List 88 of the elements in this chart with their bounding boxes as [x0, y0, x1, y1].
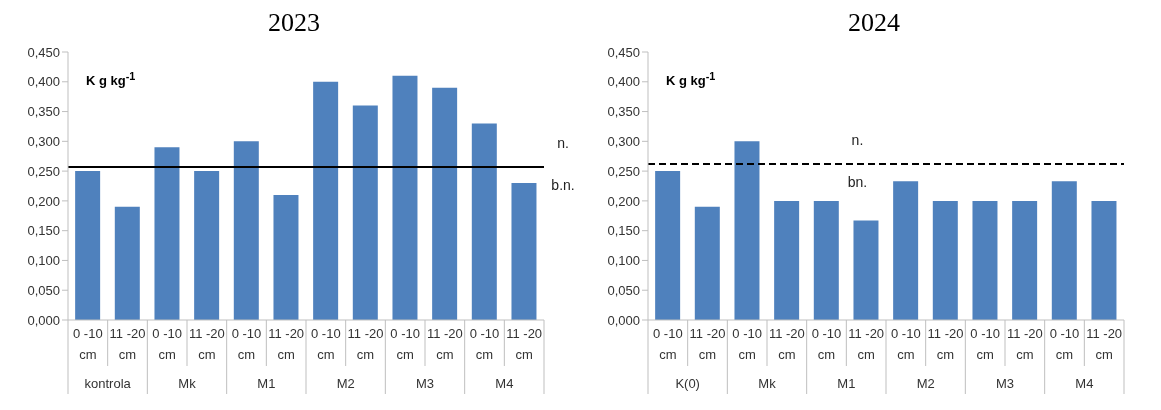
bar	[352, 105, 378, 320]
bar	[114, 206, 140, 320]
bar	[313, 81, 339, 320]
x-tick-label: 11 -20 cm	[268, 326, 305, 362]
y-tick-label: 0,250	[27, 163, 60, 179]
bar	[471, 123, 497, 320]
x-tick-label: 0 -10 cm	[891, 326, 921, 362]
bar	[432, 87, 458, 320]
x-tick-label: 11 -20 cm	[109, 326, 146, 362]
bar	[853, 220, 879, 320]
y-tick-label: 0,300	[27, 133, 60, 149]
text: M3	[415, 376, 435, 391]
x-tick-label: 0 -10 cm	[1049, 326, 1080, 362]
x-tick-label: 0 -10 cm	[970, 326, 1000, 362]
bar	[813, 200, 839, 320]
y-tick-label: 0,450	[607, 44, 640, 60]
bar	[1051, 181, 1077, 320]
x-tick-label: 11 -20 cm	[1006, 326, 1043, 362]
y-tick-label: 0,150	[27, 223, 60, 239]
text: M3	[995, 376, 1015, 391]
x-tick-label: 11 -20 cm	[188, 326, 225, 362]
x-tick-label: 0 -10 cm	[311, 326, 341, 362]
y-tick-label: 0,050	[27, 282, 60, 298]
y-tick-label: 0,250	[607, 163, 640, 179]
x-tick-label: 0 -10 cm	[152, 326, 182, 362]
text: Mk	[178, 376, 197, 391]
x-tick-label: 11 -20 cm	[768, 326, 805, 362]
text: M2	[916, 376, 935, 391]
bar	[932, 200, 958, 320]
x-tick-label: 0 -10 cm	[653, 326, 683, 362]
y-tick-label: 0,300	[607, 133, 640, 149]
x-tick-label: 11 -20 cm	[927, 326, 964, 362]
y-tick-label: 0,050	[607, 282, 640, 298]
x-tick-label: 11 -20 cm	[426, 326, 463, 362]
text: b.n.	[551, 176, 575, 193]
bar	[194, 171, 220, 320]
y-tick-label: 0,400	[27, 74, 60, 90]
x-tick-label: 0 -10 cm	[811, 326, 842, 362]
bar	[511, 183, 537, 320]
x-tick-label: 0 -10 cm	[469, 326, 500, 362]
y-tick-label: 0,000	[27, 312, 60, 328]
y-tick-label: 0,450	[27, 44, 60, 60]
text: M4	[495, 376, 514, 391]
bar	[273, 194, 299, 320]
y-tick-label: 0,100	[27, 253, 60, 269]
y-tick-label: 0,200	[607, 193, 640, 209]
y-tick-label: 0,350	[27, 104, 60, 120]
bar	[1012, 200, 1038, 320]
bar	[233, 141, 259, 320]
text: K(0)	[675, 376, 700, 391]
x-tick-label: 0 -10 cm	[732, 326, 762, 362]
y-tick-label: 0,100	[607, 253, 640, 269]
y-tick-label: 0,200	[27, 193, 60, 209]
y-tick-label: 0,400	[607, 74, 640, 90]
bar	[75, 171, 101, 320]
text: M4	[1075, 376, 1094, 391]
x-tick-label: 11 -20 cm	[506, 326, 543, 362]
y-axis-title: K g kg$^{-1}$	[86, 70, 136, 89]
bar	[154, 147, 180, 320]
y-tick-label: 0,150	[607, 223, 640, 239]
x-tick-label: 11 -20 cm	[689, 326, 726, 362]
annotation: n.	[851, 131, 864, 148]
text: M1	[837, 376, 856, 391]
text: M1	[257, 376, 276, 391]
bar	[694, 206, 720, 320]
bar	[972, 200, 998, 320]
chart-title: 2024	[847, 8, 901, 39]
bar	[392, 75, 418, 320]
text: Mk	[758, 376, 777, 391]
text: kontrola	[84, 376, 132, 391]
bar	[734, 141, 760, 320]
x-tick-label: 11 -20 cm	[848, 326, 885, 362]
bar	[774, 200, 800, 320]
y-tick-label: 0,350	[607, 104, 640, 120]
bar	[655, 171, 681, 320]
y-tick-label: 0,000	[607, 312, 640, 328]
x-tick-label: 0 -10 cm	[390, 326, 420, 362]
annotation: bn.	[847, 173, 868, 190]
x-tick-label: 0 -10 cm	[73, 326, 103, 362]
x-tick-label: 11 -20 cm	[1086, 326, 1123, 362]
text: n.	[557, 134, 569, 151]
text: M2	[336, 376, 355, 391]
bar	[1091, 200, 1117, 320]
y-axis-title: K g kg$^{-1}$	[666, 70, 716, 89]
x-tick-label: 0 -10 cm	[231, 326, 262, 362]
chart-title: 2023	[267, 8, 321, 39]
x-tick-label: 11 -20 cm	[347, 326, 384, 362]
bar	[893, 181, 919, 320]
